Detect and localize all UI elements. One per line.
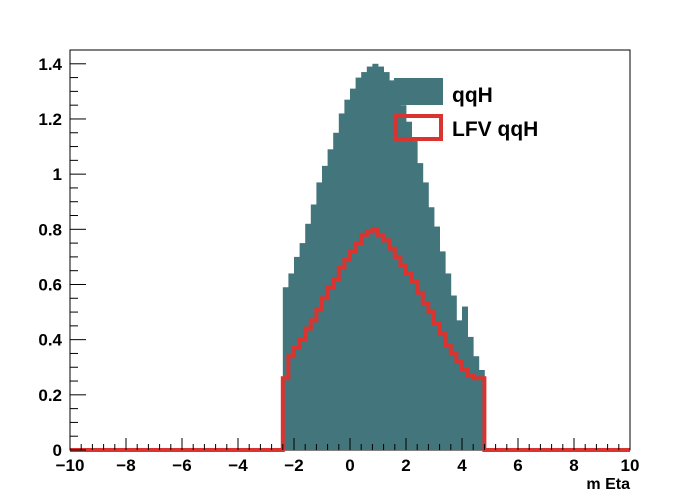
qqH-bar bbox=[434, 226, 440, 450]
qqH-bar bbox=[305, 223, 312, 450]
y-tick-label: 1 bbox=[53, 165, 62, 184]
x-tick-label: 10 bbox=[621, 456, 640, 475]
y-tick-label: 0.8 bbox=[38, 220, 62, 239]
qqH-bar bbox=[294, 256, 300, 450]
x-axis-title: m Eta bbox=[586, 476, 630, 493]
LFV-qqH-line-group bbox=[70, 227, 630, 452]
x-tick-label: 6 bbox=[513, 456, 522, 475]
qqH-bar bbox=[282, 287, 289, 450]
qqH-bar bbox=[350, 88, 356, 450]
y-tick-label: 1.4 bbox=[38, 55, 62, 74]
y-tick-label: 1.2 bbox=[38, 110, 62, 129]
qqH-bar bbox=[310, 204, 317, 450]
qqH-bar bbox=[372, 63, 379, 451]
qqH-bar bbox=[333, 132, 340, 451]
x-tick-label: −10 bbox=[56, 456, 85, 475]
qqH-bar bbox=[288, 273, 295, 450]
qqH-bar bbox=[378, 66, 384, 450]
LFV-qqH-line bbox=[70, 227, 630, 452]
qqH-bar bbox=[322, 165, 328, 451]
qqH-bar bbox=[411, 141, 418, 450]
y-tick-label: 0.2 bbox=[38, 386, 62, 405]
legend-label-qqH: qqH bbox=[452, 84, 493, 107]
x-tick-label: −2 bbox=[284, 456, 303, 475]
qqH-bar bbox=[406, 121, 412, 451]
qqH-bar bbox=[478, 370, 485, 450]
qqH-bar bbox=[422, 182, 429, 450]
qqH-bar bbox=[473, 356, 480, 450]
qqH-bar bbox=[400, 105, 407, 450]
qqH-bar bbox=[316, 182, 323, 450]
qqH-bar bbox=[439, 251, 446, 450]
legend-swatch-qqH bbox=[394, 78, 443, 105]
y-tick-label: 0 bbox=[53, 441, 62, 460]
qqH-bar bbox=[383, 72, 390, 450]
legend-label-LFV-qqH: LFV qqH bbox=[452, 118, 538, 141]
x-tick-label: 4 bbox=[457, 456, 467, 475]
x-tick-label: 0 bbox=[345, 456, 354, 475]
qqH-bar bbox=[344, 99, 351, 450]
x-tick-label: −4 bbox=[228, 456, 248, 475]
qqH-bar bbox=[355, 77, 362, 450]
qqH-bar bbox=[394, 91, 401, 451]
qqH-bar bbox=[462, 306, 468, 450]
qqH-bar bbox=[389, 80, 396, 451]
x-tick-label: −8 bbox=[116, 456, 135, 475]
legend: qqH LFV qqH bbox=[394, 78, 538, 141]
qqH-bar bbox=[445, 273, 452, 450]
qqH-bar bbox=[417, 163, 424, 450]
qqH-bar bbox=[456, 320, 463, 450]
axes: −10 −8 −6 −4 −2 0 2 4 6 8 10 0 0.2 0.4 0.6 0.8 1 1.2 1.4 bbox=[38, 55, 639, 475]
y-tick-label: 0.6 bbox=[38, 275, 62, 294]
qqH-bar bbox=[338, 113, 345, 450]
qqH-bar bbox=[299, 243, 306, 450]
x-tick-label: 8 bbox=[569, 456, 578, 475]
y-tick-label: 0.4 bbox=[38, 331, 62, 350]
qqH-bar bbox=[450, 295, 457, 450]
x-tick-label: 2 bbox=[401, 456, 410, 475]
qqH-bar bbox=[366, 66, 373, 450]
qqH-bar bbox=[467, 336, 474, 450]
qqH-bar bbox=[428, 207, 435, 450]
legend-swatch-LFV-qqH bbox=[394, 114, 443, 141]
x-tick-label: −6 bbox=[172, 456, 191, 475]
qqH-bars bbox=[282, 63, 485, 451]
qqH-bar bbox=[361, 72, 368, 450]
qqH-bar bbox=[327, 149, 334, 450]
